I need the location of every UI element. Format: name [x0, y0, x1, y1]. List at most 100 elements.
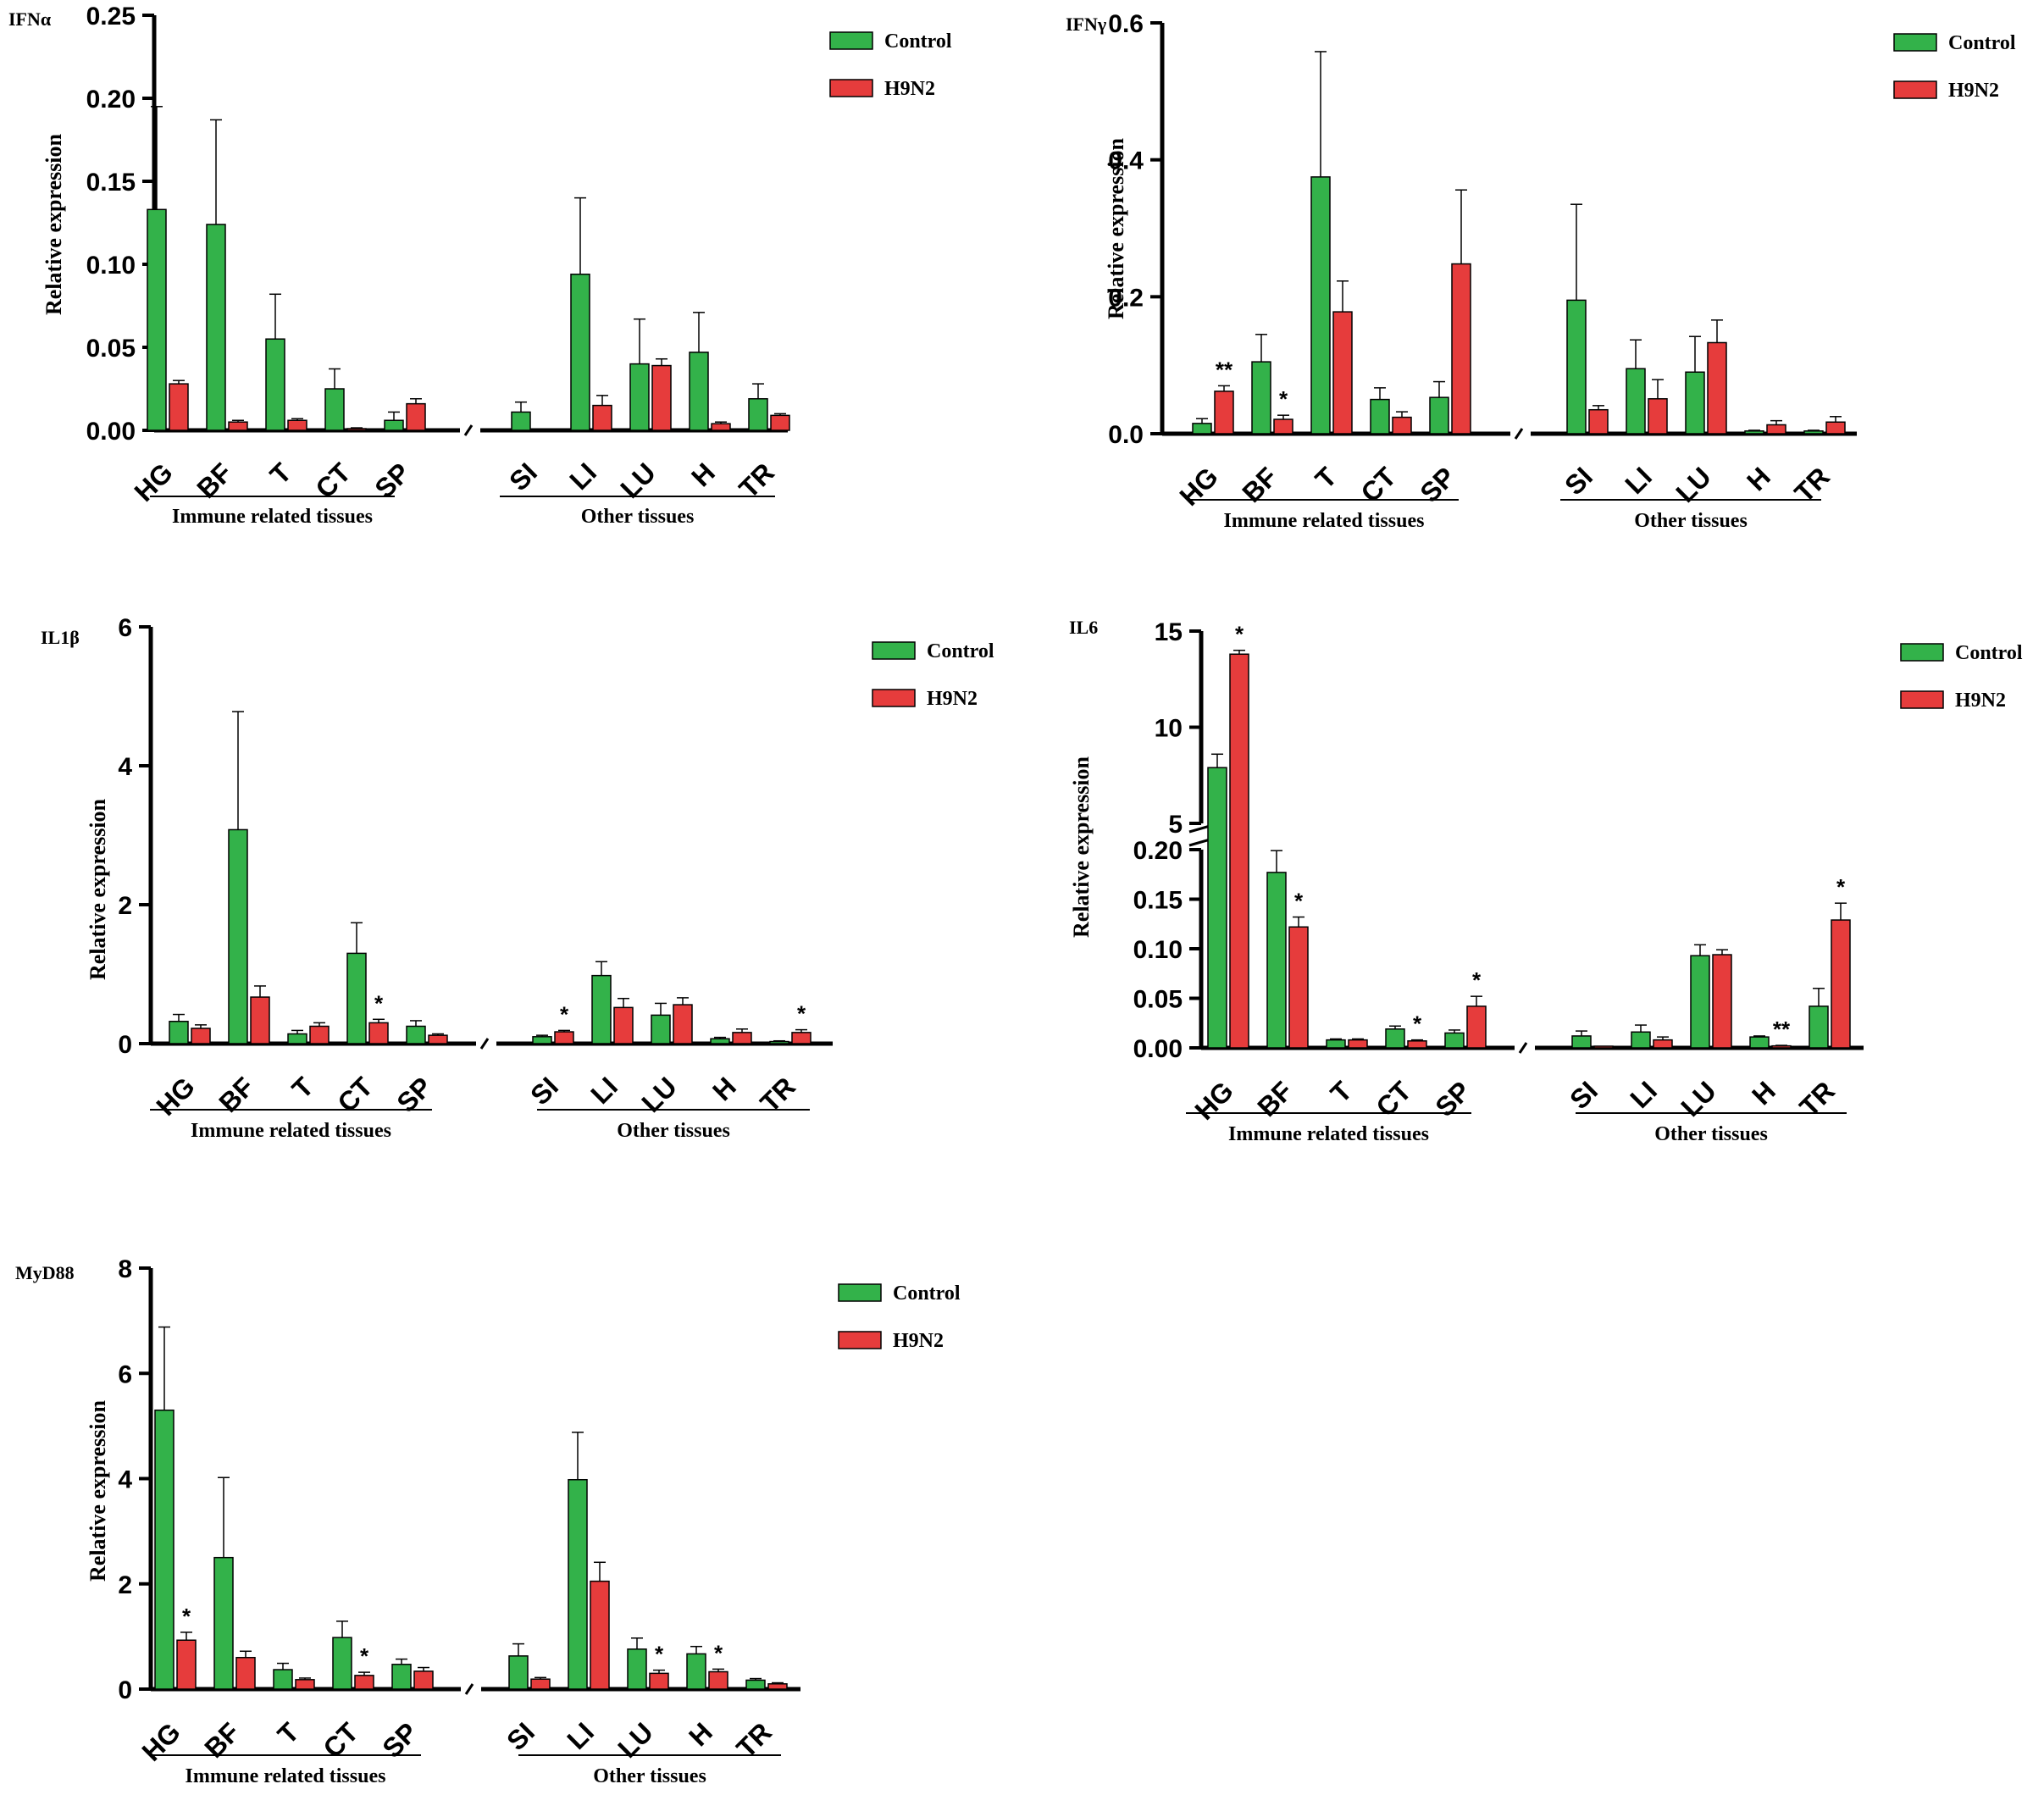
x-tick-label-hg: HG [151, 1071, 201, 1121]
significance-marker: * [1279, 386, 1288, 412]
bar-h9n2-ct [354, 1675, 374, 1690]
x-tick-label-hg: HG [136, 1716, 186, 1766]
bar-h9n2-si [530, 1678, 551, 1690]
bar-h9n2-ct [1392, 416, 1412, 435]
significance-marker: * [1836, 874, 1846, 900]
bar-h9n2-bf [250, 996, 270, 1044]
group-label: Other tissues [581, 506, 695, 528]
bar-control-si [1566, 299, 1587, 435]
group-label: Other tissues [1634, 510, 1748, 532]
bar-control-h [710, 1038, 730, 1044]
bar-control-li [591, 974, 612, 1044]
x-tick-label-si: SI [501, 1716, 540, 1756]
bar-h9n2-li [1653, 1039, 1673, 1049]
x-tick-label-sp: SP [1429, 1075, 1476, 1122]
bar-control-ct [346, 952, 367, 1044]
group-label: Immune related tissues [1228, 1123, 1429, 1145]
x-tick-label-bf: BF [198, 1716, 246, 1764]
bar-h9n2-tr [767, 1683, 788, 1690]
bar-h9n2-tr [1831, 919, 1851, 1049]
x-tick-label-tr: TR [754, 1071, 801, 1118]
bar-h9n2-ct [346, 428, 367, 431]
x-tick-label-tr: TR [1788, 461, 1836, 508]
chart-panel-il1β: IL1β Relative expression 0 2 4 6 * * * HG BF T CT SP S… [41, 614, 994, 1142]
bar-h9n2-t [295, 1679, 315, 1690]
legend-swatch-h9n2 [838, 1331, 882, 1349]
y-tick-label: 0 [118, 1031, 132, 1059]
bar-h9n2-h [732, 1032, 752, 1044]
significance-marker: * [1472, 967, 1482, 993]
y-tick-label: 0.25 [86, 3, 136, 30]
x-tick-label-t: T [264, 457, 298, 490]
bar-control-tr [1809, 1006, 1829, 1049]
bar-h9n2-tr [770, 414, 790, 431]
bar-control-ct [324, 388, 345, 431]
significance-marker: * [714, 1640, 723, 1665]
x-tick-label-hg: HG [129, 457, 179, 507]
bar-control-si [532, 1036, 552, 1044]
bar-control-t [265, 338, 285, 431]
x-tick-label-h: H [683, 1716, 718, 1752]
bars [154, 1326, 788, 1690]
x-tick-label-ct: CT [317, 1716, 364, 1764]
bar-h9n2-li [1648, 398, 1668, 435]
bar-h9n2-t [1348, 1039, 1368, 1049]
significance-marker: * [1235, 622, 1244, 647]
y-tick-label: 0.05 [1133, 986, 1183, 1014]
bar-h9n2-t [1332, 311, 1353, 435]
y-axis: 0 2 4 6 [118, 614, 153, 1059]
bar-h9n2-si [554, 1031, 574, 1044]
bars [1207, 649, 1851, 1049]
legend-swatch-h9n2 [1893, 80, 1937, 99]
x-tick-label-ct: CT [1370, 1075, 1417, 1122]
bar-control-bf [213, 1556, 234, 1690]
legend-swatch-control [1900, 643, 1944, 662]
y-tick-label: 0.00 [86, 418, 136, 446]
y-tick-label: 0.20 [1133, 837, 1183, 865]
y-axis: 0.00 0.05 0.10 0.15 0.205 10 15 [1133, 618, 1214, 1063]
x-category-labels: HG BF T CT SP SI LI LU H TR [1174, 461, 1836, 512]
y-tick-label: 0.20 [86, 86, 136, 114]
group-label: Immune related tissues [191, 1120, 391, 1142]
legend-label-h9n2: H9N2 [1948, 80, 1999, 102]
bar-control-lu [627, 1648, 647, 1690]
x-tick-label-h: H [706, 1071, 742, 1106]
bar-h9n2-hg [1214, 391, 1234, 435]
bar-control-ct [332, 1637, 352, 1690]
bar-h9n2-sp [428, 1034, 448, 1044]
bar-control-li [570, 274, 590, 431]
legend-swatch-control [829, 31, 873, 50]
x-axis-break-mark [1518, 1042, 1528, 1054]
bar-h9n2-tr [791, 1032, 812, 1044]
legend-label-control: Control [927, 640, 994, 662]
bar-control-lu [1690, 955, 1710, 1049]
legend-label-control: Control [1955, 642, 2023, 664]
chart-title: MyD88 [15, 1262, 75, 1283]
bar-h9n2-hg [1229, 653, 1249, 1049]
bar-control-bf [1266, 872, 1287, 1049]
x-tick-label-lu: LU [1675, 1075, 1722, 1122]
x-tick-label-bf: BF [213, 1071, 260, 1118]
bar-control-tr [769, 1040, 789, 1044]
bar-h9n2-hg [169, 383, 189, 431]
bar-control-t [1326, 1039, 1346, 1049]
x-tick-label-si: SI [1564, 1075, 1604, 1115]
legend-label-control: Control [893, 1283, 961, 1305]
bar-control-li [1626, 368, 1646, 435]
x-axis-break-mark [479, 1038, 490, 1050]
significance-marker: * [1413, 1011, 1422, 1037]
x-tick-label-t: T [272, 1716, 306, 1750]
bar-control-t [287, 1033, 307, 1044]
bar-control-lu [629, 363, 650, 431]
legend-label-control: Control [1948, 32, 2016, 54]
y-tick-label: 2 [118, 892, 132, 920]
y-tick-label: 6 [118, 614, 132, 642]
x-tick-label-lu: LU [612, 1716, 659, 1764]
bar-control-bf [228, 828, 248, 1044]
bar-h9n2-t [309, 1025, 330, 1044]
chart-panel-myd88: MyD88 Relative expression 0 2 4 6 8 * * * * HG BF T CT… [15, 1255, 961, 1787]
x-tick-label-hg: HG [1174, 461, 1224, 511]
legend-label-h9n2: H9N2 [893, 1330, 944, 1352]
x-tick-label-bf: BF [1236, 461, 1283, 508]
